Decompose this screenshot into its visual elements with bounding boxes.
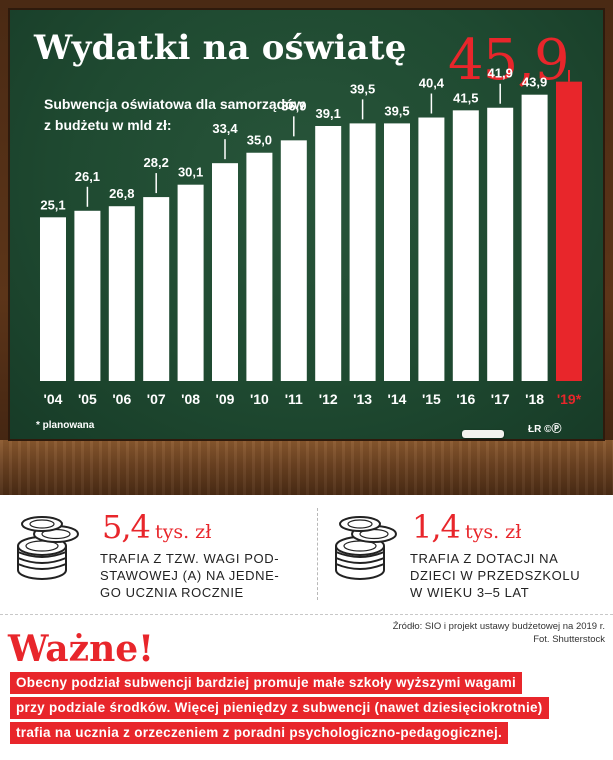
stat-description-line: W WIEKU 3–5 LAT: [410, 585, 530, 600]
category-label: '06: [112, 391, 131, 407]
bar: [246, 152, 273, 381]
photo-credit: Fot. Shutterstock: [533, 634, 605, 645]
stat-value: 5,4 tys. zł: [102, 508, 211, 546]
stat-value: 1,4 tys. zł: [412, 508, 521, 546]
stat-description: TRAFIA Z TZW. WAGI POD- STAWOWEJ (A) NA …: [100, 550, 305, 601]
important-text: Obecny podział subwencji bardziej promuj…: [10, 672, 549, 747]
stat-description-line: DZIECI W PRZEDSZKOLU: [410, 568, 581, 583]
coin-stack-icon: [17, 516, 79, 580]
stat-number: 5,4: [102, 508, 151, 546]
value-label: 26,1: [75, 169, 100, 184]
value-label: 30,1: [178, 165, 203, 180]
value-label: 25,1: [40, 197, 65, 212]
bar: [280, 140, 307, 381]
bar: [487, 107, 514, 381]
bar: [74, 210, 101, 381]
category-label: '19*: [557, 391, 582, 407]
value-label: 28,2: [144, 155, 169, 170]
bar: [108, 206, 135, 381]
value-label: 35,0: [247, 133, 272, 148]
category-label: '13: [353, 391, 372, 407]
stat-description-line: TRAFIA Z TZW. WAGI POD-: [100, 551, 280, 566]
infographic-title: Wydatki na oświatę: [34, 28, 407, 68]
stat-unit: tys. zł: [154, 521, 212, 543]
important-line: trafia na ucznia z orzeczeniem z poradni…: [10, 722, 509, 744]
category-label: '12: [319, 391, 338, 407]
category-label: '18: [525, 391, 544, 407]
subtitle-line-1: Subwencja oświatowa dla samorządów: [44, 96, 305, 112]
category-label: '15: [422, 391, 441, 407]
value-label: 39,5: [350, 81, 375, 96]
important-line: przy podziale środków. Więcej pieniędzy …: [10, 697, 549, 719]
stat-description-line: GO UCZNIA ROCZNIE: [100, 585, 244, 600]
bar: [384, 123, 410, 382]
value-label: 41,5: [453, 90, 478, 105]
value-label: 41,9: [488, 66, 513, 81]
value-label: 43,9: [522, 75, 547, 90]
bar: [452, 110, 479, 381]
category-label: '16: [456, 391, 475, 407]
category-label: '10: [250, 391, 269, 407]
stat-description-line: STAWOWEJ (A) NA JEDNE-: [100, 568, 280, 583]
stat-description-line: TRAFIA Z DOTACJI NA: [410, 551, 559, 566]
stat-block-preschool: 1,4 tys. zł TRAFIA Z DOTACJI NA DZIECI W…: [330, 508, 613, 604]
value-label: 39,5: [384, 103, 409, 118]
category-label: '14: [388, 391, 407, 407]
value-label: 36,9: [281, 98, 306, 113]
value-label: 26,8: [109, 186, 134, 201]
category-label: '04: [44, 391, 63, 407]
category-label: '05: [78, 391, 97, 407]
value-label: 33,4: [212, 121, 238, 136]
stat-divider: [317, 508, 318, 600]
bar: [143, 197, 170, 381]
stat-unit: tys. zł: [464, 521, 522, 543]
credit: ŁR ©Ⓟ: [528, 424, 562, 435]
bar: [177, 184, 204, 381]
value-label: 39,1: [316, 106, 341, 121]
category-label: '11: [285, 391, 303, 407]
stat-description: TRAFIA Z DOTACJI NA DZIECI W PRZEDSZKOLU…: [410, 550, 610, 601]
bar-chart: 25,1 '04 26,1 '05 26,8 '06 28,2 '07 30,1 '08 33,4 '…: [40, 66, 582, 407]
stat-number: 1,4: [412, 508, 461, 546]
bar: [315, 126, 342, 381]
bar: [212, 163, 238, 381]
headline-value-2019: 45,9: [448, 28, 570, 93]
bar: [521, 94, 548, 382]
section-separator: [0, 614, 613, 615]
important-heading: Ważne!: [8, 628, 154, 670]
bar: [418, 117, 445, 382]
category-label: '07: [147, 391, 166, 407]
category-label: '09: [216, 391, 235, 407]
bar: [349, 123, 376, 382]
important-line: Obecny podział subwencji bardziej promuj…: [10, 672, 523, 694]
wooden-shelf: [0, 440, 613, 495]
chalk-stick: [462, 430, 504, 438]
category-label: '08: [181, 391, 200, 407]
stat-block-weight-a: 5,4 tys. zł TRAFIA Z TZW. WAGI POD- STAW…: [12, 508, 312, 604]
subtitle-line-2: z budżetu w mld zł:: [44, 117, 172, 133]
value-label: 40,4: [419, 76, 445, 91]
bar: [40, 217, 66, 381]
source-note: Źródło: SIO i projekt ustawy budżetowej …: [360, 620, 605, 646]
coin-stack-icon: [335, 516, 397, 580]
category-label: '17: [491, 391, 510, 407]
bar-highlight: [556, 81, 582, 382]
chart-subtitle: Subwencja oświatowa dla samorządów z bud…: [44, 94, 364, 136]
source-line: Źródło: SIO i projekt ustawy budżetowej …: [392, 621, 605, 632]
footnote: * planowana: [36, 420, 95, 431]
